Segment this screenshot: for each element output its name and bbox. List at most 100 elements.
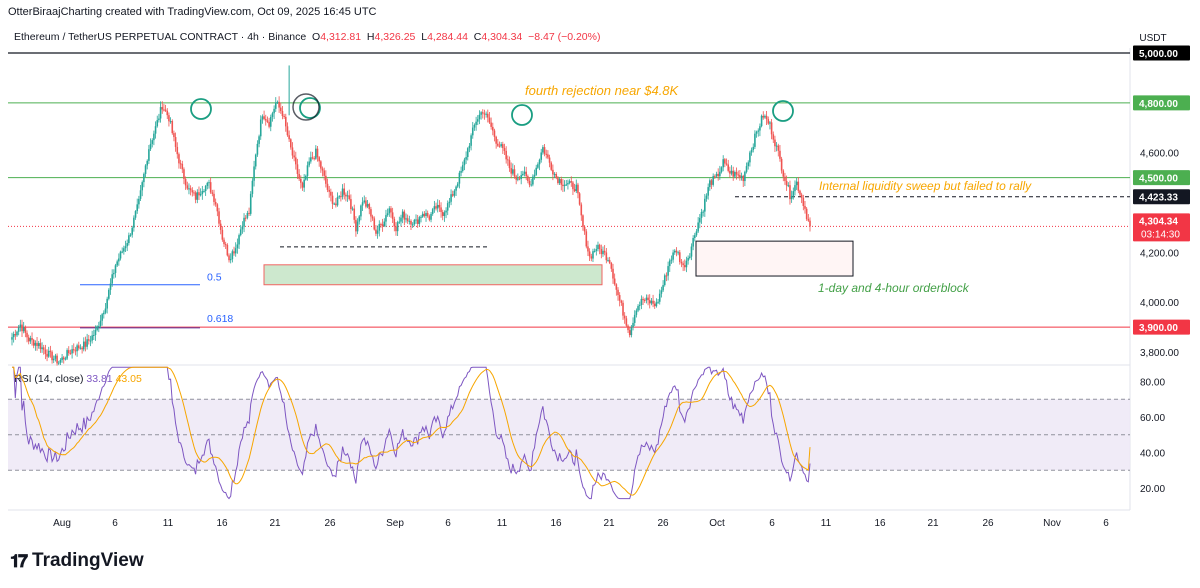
candle-body xyxy=(330,191,332,196)
candle-body xyxy=(421,213,424,217)
candle-body xyxy=(263,116,265,119)
rejection-circle xyxy=(299,97,321,119)
candle-body xyxy=(782,170,785,177)
candle-body xyxy=(134,211,137,218)
candle-body xyxy=(141,182,144,191)
candle-body xyxy=(296,164,299,174)
candle-body xyxy=(652,300,654,304)
price-change: −8.47 (−0.20%) xyxy=(525,31,600,43)
candle-body xyxy=(510,168,512,174)
tradingview-logo-icon: 𝟏𝟕 xyxy=(10,550,28,571)
candle-body xyxy=(512,169,514,174)
candle-body xyxy=(737,174,740,176)
candle-body xyxy=(114,265,117,273)
candle-body xyxy=(81,347,83,350)
ohlc-high-value: 4,326.25 xyxy=(374,31,416,43)
candle-body xyxy=(400,217,402,222)
ohlc-low-value: 4,284.44 xyxy=(427,31,468,43)
candle-body xyxy=(724,159,726,164)
candle-body xyxy=(328,189,330,192)
candle-body xyxy=(143,173,145,183)
candle-body xyxy=(315,148,317,159)
candle-body xyxy=(27,337,30,342)
candle-body xyxy=(57,362,60,364)
candle-body xyxy=(426,212,429,217)
candle-body xyxy=(545,153,548,155)
candle-body xyxy=(572,182,574,190)
candle-body xyxy=(86,339,88,347)
candle-body xyxy=(787,185,790,187)
candle-body xyxy=(138,198,140,205)
currency-unit[interactable]: USDT xyxy=(1139,33,1167,44)
candle-body xyxy=(577,184,579,194)
candle-body xyxy=(52,358,55,361)
candle-body xyxy=(515,176,517,180)
candle-body xyxy=(91,335,93,341)
candle-body xyxy=(393,218,396,227)
price-label-text: 3,900.00 xyxy=(1139,323,1178,334)
candle-body xyxy=(635,310,638,315)
candle-body xyxy=(325,175,327,184)
candle-body xyxy=(640,298,643,306)
candle-body xyxy=(744,171,746,182)
candle-body xyxy=(69,353,72,355)
candle-body xyxy=(797,181,800,191)
candle-body xyxy=(320,161,322,169)
candle-body xyxy=(403,211,406,220)
candle-body xyxy=(341,188,344,197)
candle-body xyxy=(386,213,389,216)
candle-body xyxy=(44,349,47,354)
candle-body xyxy=(184,178,187,186)
candle-body xyxy=(269,116,272,127)
candle-body xyxy=(373,218,376,230)
rsi-label: RSI (14, close) xyxy=(14,373,84,385)
symbol-legend[interactable]: Ethereum / TetherUS PERPETUAL CONTRACT ·… xyxy=(14,31,600,43)
candle-body xyxy=(513,169,516,177)
candle-body xyxy=(742,175,745,182)
candle-body xyxy=(754,133,756,147)
candle-body xyxy=(677,252,679,254)
candle-body xyxy=(244,217,247,219)
candle-body xyxy=(587,246,589,252)
candle-body xyxy=(338,196,341,198)
candle-body xyxy=(171,121,174,134)
candle-body xyxy=(508,160,511,169)
candle-body xyxy=(380,224,382,226)
candle-body xyxy=(767,119,770,124)
candle-body xyxy=(179,163,182,165)
candle-body xyxy=(547,154,549,158)
price-label-tag xyxy=(1133,170,1190,186)
candle-body xyxy=(126,243,128,247)
price-label-tag xyxy=(1133,319,1190,335)
candle-body xyxy=(234,248,237,254)
candle-body xyxy=(29,338,32,342)
candle-body xyxy=(450,194,452,202)
candle-body xyxy=(498,145,501,147)
candle-body xyxy=(623,315,626,319)
rejection-annotation: fourth rejection near $4.8K xyxy=(525,83,680,98)
candle-body xyxy=(49,350,52,352)
candle-body xyxy=(633,314,636,323)
time-axis-tick: Oct xyxy=(709,518,725,529)
candle-body xyxy=(71,349,73,354)
rsi-axis-tick: 20.00 xyxy=(1140,484,1165,495)
candle-body xyxy=(241,226,244,230)
candle-body xyxy=(562,184,564,187)
candle-body xyxy=(408,220,411,222)
candle-body xyxy=(712,176,714,185)
candle-body xyxy=(251,180,254,194)
candle-body xyxy=(575,184,578,192)
candle-body xyxy=(762,115,765,118)
candle-body xyxy=(106,298,108,309)
candle-body xyxy=(583,226,586,232)
price-label-text: 4,800.00 xyxy=(1139,99,1178,110)
candle-body xyxy=(371,216,374,219)
candle-body xyxy=(714,176,716,178)
candle-body xyxy=(193,192,195,194)
candle-body xyxy=(228,255,230,261)
candle-body xyxy=(104,308,107,313)
candle-body xyxy=(231,251,234,260)
candle-body xyxy=(264,118,267,121)
candle-body xyxy=(22,327,25,332)
